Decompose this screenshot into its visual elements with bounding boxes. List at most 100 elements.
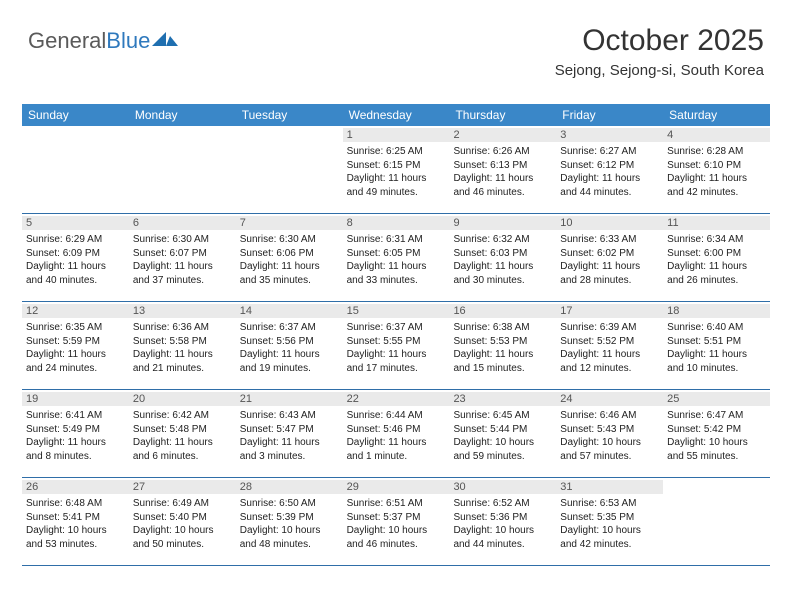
day-number: 21 — [236, 392, 343, 406]
daylight-line: Daylight: 11 hours and 44 minutes. — [560, 172, 659, 199]
day-7: 7Sunrise: 6:30 AMSunset: 6:06 PMDaylight… — [236, 214, 343, 301]
day-number: 23 — [449, 392, 556, 406]
daylight-line: Daylight: 10 hours and 59 minutes. — [453, 436, 552, 463]
day-5: 5Sunrise: 6:29 AMSunset: 6:09 PMDaylight… — [22, 214, 129, 301]
sunrise-line: Sunrise: 6:38 AM — [453, 321, 552, 335]
day-18: 18Sunrise: 6:40 AMSunset: 5:51 PMDayligh… — [663, 302, 770, 389]
sunrise-line: Sunrise: 6:43 AM — [240, 409, 339, 423]
sunrise-line: Sunrise: 6:46 AM — [560, 409, 659, 423]
day-20: 20Sunrise: 6:42 AMSunset: 5:48 PMDayligh… — [129, 390, 236, 477]
day-1: 1Sunrise: 6:25 AMSunset: 6:15 PMDaylight… — [343, 126, 450, 213]
day-16: 16 Sunrise: 6:38 AMSunset: 5:53 PMDayligh… — [449, 302, 556, 389]
sunrise-line: Sunrise: 6:33 AM — [560, 233, 659, 247]
day-12: 12Sunrise: 6:35 AMSunset: 5:59 PMDayligh… — [22, 302, 129, 389]
day-4: 4Sunrise: 6:28 AMSunset: 6:10 PMDaylight… — [663, 126, 770, 213]
dow-sunday: Sunday — [22, 104, 129, 126]
daylight-line: Daylight: 11 hours and 1 minute. — [347, 436, 446, 463]
daylight-line: Daylight: 11 hours and 17 minutes. — [347, 348, 446, 375]
day-number: 16 — [449, 304, 556, 318]
daylight-line: Daylight: 11 hours and 35 minutes. — [240, 260, 339, 287]
daylight-line: Daylight: 11 hours and 3 minutes. — [240, 436, 339, 463]
daylight-line: Daylight: 10 hours and 42 minutes. — [560, 524, 659, 551]
daylight-line: Daylight: 11 hours and 15 minutes. — [453, 348, 552, 375]
sunrise-line: Sunrise: 6:47 AM — [667, 409, 766, 423]
day-number: 29 — [343, 480, 450, 494]
sunrise-line: Sunrise: 6:49 AM — [133, 497, 232, 511]
sunrise-line: Sunrise: 6:37 AM — [347, 321, 446, 335]
sunrise-line: Sunrise: 6:36 AM — [133, 321, 232, 335]
day-empty — [22, 126, 129, 213]
daylight-line: Daylight: 11 hours and 12 minutes. — [560, 348, 659, 375]
day-28: 28Sunrise: 6:50 AMSunset: 5:39 PMDayligh… — [236, 478, 343, 565]
sunrise-line: Sunrise: 6:34 AM — [667, 233, 766, 247]
daylight-line: Daylight: 11 hours and 8 minutes. — [26, 436, 125, 463]
sunset-line: Sunset: 5:36 PM — [453, 511, 552, 525]
sunrise-line: Sunrise: 6:52 AM — [453, 497, 552, 511]
day-number: 12 — [22, 304, 129, 318]
dow-saturday: Saturday — [663, 104, 770, 126]
day-17: 17 Sunrise: 6:39 AMSunset: 5:52 PMDayligh… — [556, 302, 663, 389]
dow-wednesday: Wednesday — [343, 104, 450, 126]
sunset-line: Sunset: 5:59 PM — [26, 335, 125, 349]
sunrise-line: Sunrise: 6:37 AM — [240, 321, 339, 335]
sunset-line: Sunset: 5:44 PM — [453, 423, 552, 437]
daylight-line: Daylight: 10 hours and 53 minutes. — [26, 524, 125, 551]
day-number: 13 — [129, 304, 236, 318]
week-row: 5Sunrise: 6:29 AMSunset: 6:09 PMDaylight… — [22, 214, 770, 302]
day-2: 2Sunrise: 6:26 AMSunset: 6:13 PMDaylight… — [449, 126, 556, 213]
day-24: 24Sunrise: 6:46 AMSunset: 5:43 PMDayligh… — [556, 390, 663, 477]
sunset-line: Sunset: 6:06 PM — [240, 247, 339, 261]
sunrise-line: Sunrise: 6:32 AM — [453, 233, 552, 247]
day-empty — [129, 126, 236, 213]
day-number: 19 — [22, 392, 129, 406]
sunset-line: Sunset: 5:48 PM — [133, 423, 232, 437]
day-number: 17 — [556, 304, 663, 318]
sunset-line: Sunset: 5:42 PM — [667, 423, 766, 437]
sunrise-line: Sunrise: 6:29 AM — [26, 233, 125, 247]
day-29: 29Sunrise: 6:51 AMSunset: 5:37 PMDayligh… — [343, 478, 450, 565]
daylight-line: Daylight: 11 hours and 40 minutes. — [26, 260, 125, 287]
day-number: 5 — [22, 216, 129, 230]
sunset-line: Sunset: 5:41 PM — [26, 511, 125, 525]
sunset-line: Sunset: 6:10 PM — [667, 159, 766, 173]
dow-monday: Monday — [129, 104, 236, 126]
sunrise-line: Sunrise: 6:27 AM — [560, 145, 659, 159]
sunset-line: Sunset: 5:53 PM — [453, 335, 552, 349]
daylight-line: Daylight: 11 hours and 33 minutes. — [347, 260, 446, 287]
sunrise-line: Sunrise: 6:48 AM — [26, 497, 125, 511]
daylight-line: Daylight: 11 hours and 26 minutes. — [667, 260, 766, 287]
sunrise-line: Sunrise: 6:39 AM — [560, 321, 659, 335]
sunset-line: Sunset: 5:40 PM — [133, 511, 232, 525]
sunset-line: Sunset: 5:43 PM — [560, 423, 659, 437]
daylight-line: Daylight: 11 hours and 24 minutes. — [26, 348, 125, 375]
sunset-line: Sunset: 5:52 PM — [560, 335, 659, 349]
day-10: 10Sunrise: 6:33 AMSunset: 6:02 PMDayligh… — [556, 214, 663, 301]
logo-text-blue: Blue — [106, 28, 150, 54]
day-number: 27 — [129, 480, 236, 494]
day-15: 15Sunrise: 6:37 AMSunset: 5:55 PMDayligh… — [343, 302, 450, 389]
daylight-line: Daylight: 11 hours and 10 minutes. — [667, 348, 766, 375]
sunrise-line: Sunrise: 6:53 AM — [560, 497, 659, 511]
sunset-line: Sunset: 6:13 PM — [453, 159, 552, 173]
month-title: October 2025 — [555, 24, 764, 58]
day-number: 24 — [556, 392, 663, 406]
day-6: 6Sunrise: 6:30 AMSunset: 6:07 PMDaylight… — [129, 214, 236, 301]
day-number: 9 — [449, 216, 556, 230]
sunset-line: Sunset: 6:12 PM — [560, 159, 659, 173]
logo-text-gray: General — [28, 28, 106, 54]
day-9: 9Sunrise: 6:32 AMSunset: 6:03 PMDaylight… — [449, 214, 556, 301]
sunrise-line: Sunrise: 6:50 AM — [240, 497, 339, 511]
daylight-line: Daylight: 10 hours and 50 minutes. — [133, 524, 232, 551]
day-empty — [663, 478, 770, 565]
day-number: 31 — [556, 480, 663, 494]
sunset-line: Sunset: 6:07 PM — [133, 247, 232, 261]
day-23: 23Sunrise: 6:45 AMSunset: 5:44 PMDayligh… — [449, 390, 556, 477]
daylight-line: Daylight: 11 hours and 42 minutes. — [667, 172, 766, 199]
day-number: 3 — [556, 128, 663, 142]
day-11: 11Sunrise: 6:34 AMSunset: 6:00 PMDayligh… — [663, 214, 770, 301]
day-number: 11 — [663, 216, 770, 230]
day-number: 8 — [343, 216, 450, 230]
sunrise-line: Sunrise: 6:40 AM — [667, 321, 766, 335]
sunset-line: Sunset: 5:37 PM — [347, 511, 446, 525]
daylight-line: Daylight: 10 hours and 44 minutes. — [453, 524, 552, 551]
